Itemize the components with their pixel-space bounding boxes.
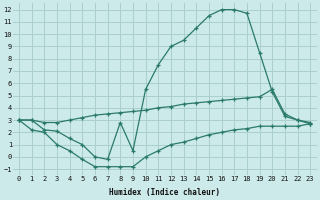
X-axis label: Humidex (Indice chaleur): Humidex (Indice chaleur) — [109, 188, 220, 197]
